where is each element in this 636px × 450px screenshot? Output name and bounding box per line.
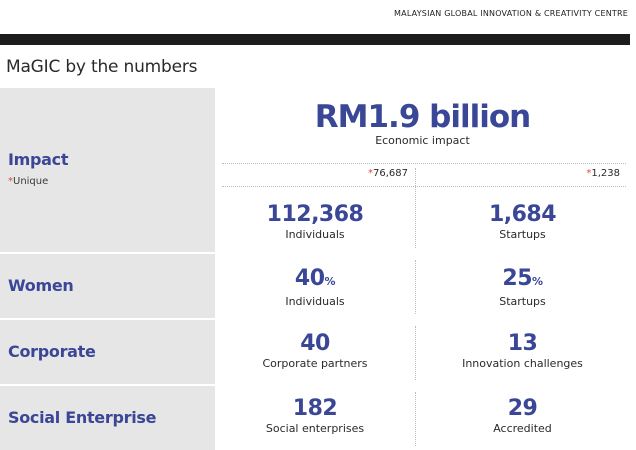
accredited: 29 Accredited (415, 396, 630, 436)
impact-individuals: 112,368 Individuals (215, 202, 415, 242)
row-label-social-enterprise: Social Enterprise (8, 408, 157, 427)
divider-dotted-vertical (415, 326, 416, 380)
social-enterprises: 182 Social enterprises (215, 396, 415, 436)
unique-count-startups: *1,238 (586, 168, 620, 179)
divider-dotted-vertical (415, 168, 416, 248)
row-divider (0, 252, 630, 254)
row-label-impact: Impact (8, 150, 69, 169)
metric-value: 13 (507, 331, 538, 356)
metric-value: 182 (292, 396, 338, 421)
divider-dotted (222, 186, 626, 187)
page-title: MaGIC by the numbers (6, 57, 198, 77)
header-bar (0, 34, 630, 45)
row-label-bg-corporate (0, 320, 215, 384)
row-label-bg-social (0, 386, 215, 450)
divider-dotted-vertical (415, 392, 416, 446)
metric-value: 40% (294, 266, 336, 291)
unique-count-individuals: *76,687 (368, 168, 408, 179)
metric-caption: Individuals (285, 228, 345, 241)
row-label-bg-women (0, 254, 215, 318)
innovation-challenges: 13 Innovation challenges (415, 331, 630, 371)
metric-value: 1,684 (488, 202, 557, 227)
corporate-partners: 40 Corporate partners (215, 331, 415, 371)
row-label-corporate: Corporate (8, 342, 96, 361)
divider-dotted-vertical (415, 260, 416, 314)
metric-caption: Individuals (285, 295, 345, 308)
impact-startups: 1,684 Startups (415, 202, 630, 242)
metric-value: 40 (300, 331, 330, 356)
metric-caption: Social enterprises (265, 422, 365, 435)
women-startups: 25% Startups (415, 266, 630, 309)
metric-caption: Corporate partners (262, 357, 368, 370)
hero-metric: RM1.9 billion Economic impact (215, 100, 630, 148)
hero-value: RM1.9 billion (314, 99, 532, 135)
row-label-bg-impact (0, 88, 215, 252)
row-label-women: Women (8, 276, 74, 295)
metric-caption: Startups (499, 228, 546, 241)
hero-caption: Economic impact (375, 134, 470, 147)
metric-value: 29 (507, 396, 538, 421)
row-divider (0, 384, 630, 386)
row-divider (0, 318, 630, 320)
divider-dotted (222, 163, 626, 164)
metric-caption: Startups (499, 295, 546, 308)
metric-value: 25% (502, 266, 543, 291)
metric-caption: Accredited (493, 422, 552, 435)
numbers-table: Impact *Unique RM1.9 billion Economic im… (0, 88, 630, 450)
metric-value: 112,368 (266, 202, 364, 227)
women-individuals: 40% Individuals (215, 266, 415, 309)
organization-name: MALAYSIAN GLOBAL INNOVATION & CREATIVITY… (394, 9, 628, 18)
row-sublabel-unique: *Unique (8, 176, 49, 187)
metric-caption: Innovation challenges (462, 357, 583, 370)
